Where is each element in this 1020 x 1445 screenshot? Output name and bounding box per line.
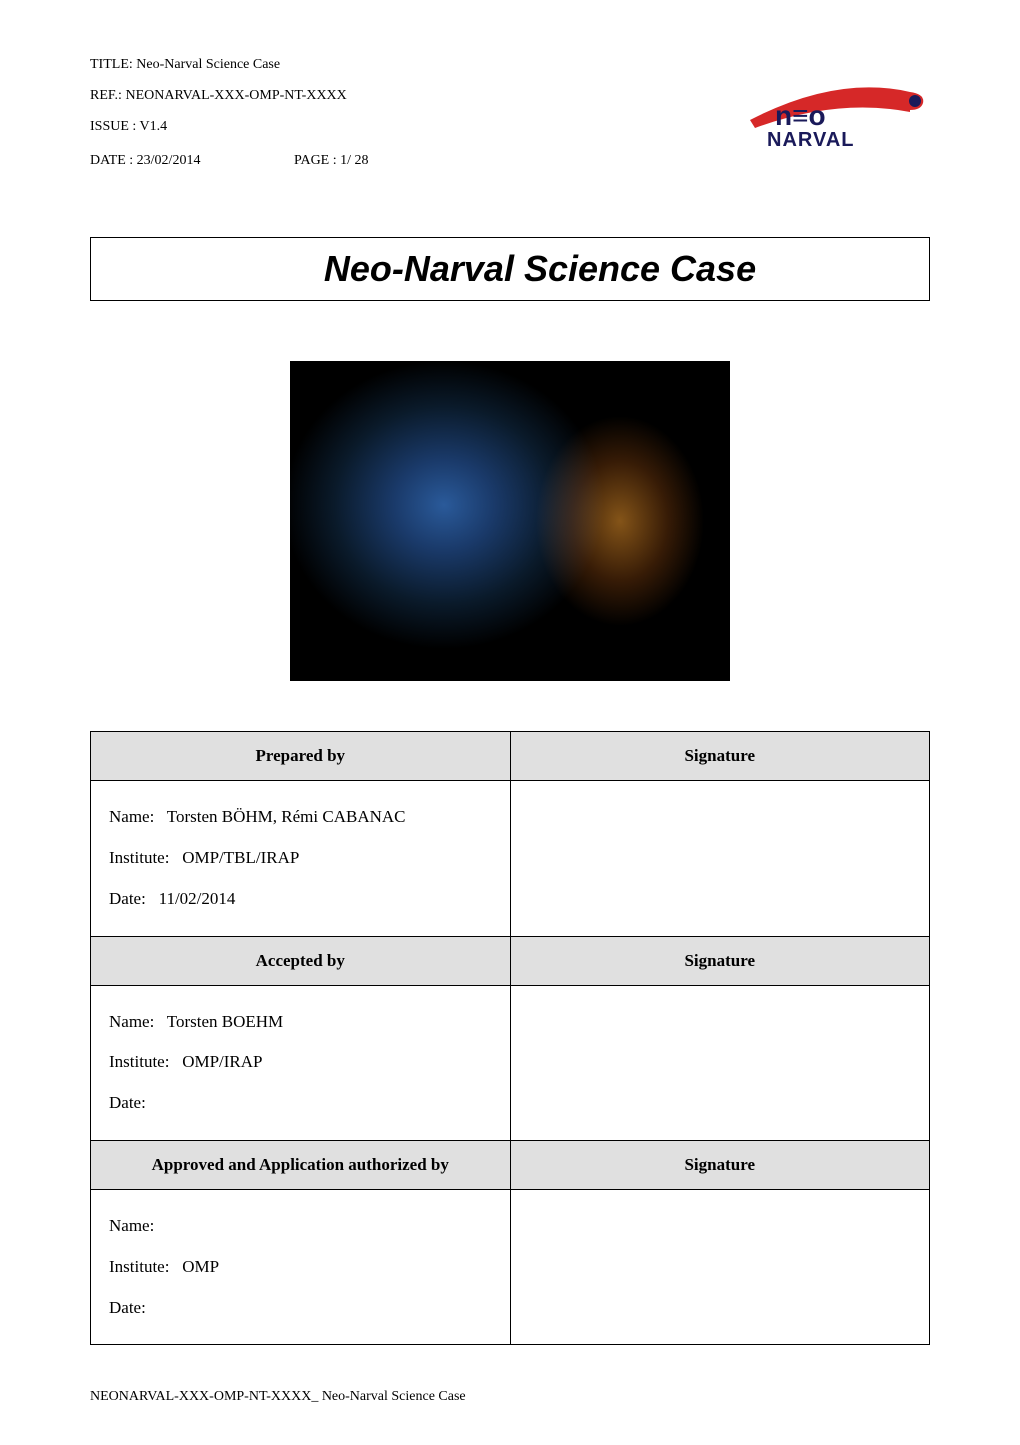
main-title: Neo-Narval Science Case	[181, 248, 899, 290]
accepted-by-info: Name: Torsten BOEHM Institute: OMP/IRAP …	[91, 985, 511, 1140]
institute-label: Institute:	[109, 1052, 169, 1071]
signature-cell	[510, 985, 930, 1140]
title-label: TITLE:	[90, 57, 133, 72]
issue-label: ISSUE :	[90, 119, 136, 134]
name-label: Name:	[109, 1012, 154, 1031]
name-label: Name:	[109, 1216, 154, 1235]
date-value: 23/02/2014	[137, 153, 201, 168]
approved-by-header: Approved and Application authorized by	[91, 1140, 511, 1189]
name-value: Torsten BÖHM, Rémi CABANAC	[167, 807, 406, 826]
name-line: Name:	[109, 1206, 492, 1247]
table-row: Name: Torsten BÖHM, Rémi CABANAC Institu…	[91, 781, 930, 936]
signature-header: Signature	[510, 936, 930, 985]
name-label: Name:	[109, 807, 154, 826]
date-value: 11/02/2014	[159, 889, 236, 908]
table-row: Name: Torsten BOEHM Institute: OMP/IRAP …	[91, 985, 930, 1140]
signature-header: Signature	[510, 1140, 930, 1189]
neo-narval-logo: n≡o NARVAL	[745, 70, 930, 150]
name-line: Name: Torsten BOEHM	[109, 1002, 492, 1043]
table-row: Approved and Application authorized by S…	[91, 1140, 930, 1189]
page-value: 1/ 28	[340, 153, 368, 168]
issue-value: V1.4	[140, 119, 168, 134]
institute-line: Institute: OMP	[109, 1247, 492, 1288]
institute-label: Institute:	[109, 1257, 169, 1276]
signature-cell	[510, 1189, 930, 1344]
institute-label: Institute:	[109, 848, 169, 867]
date-line: Date: 11/02/2014	[109, 879, 492, 920]
date-line: Date:	[109, 1083, 492, 1124]
page-label: PAGE :	[294, 153, 337, 168]
name-value: Torsten BOEHM	[167, 1012, 283, 1031]
ref-value: NEONARVAL-XXX-OMP-NT-XXXX	[125, 88, 346, 103]
prepared-by-info: Name: Torsten BÖHM, Rémi CABANAC Institu…	[91, 781, 511, 936]
date-label: Date:	[109, 889, 146, 908]
main-title-box: Neo-Narval Science Case	[90, 237, 930, 301]
signature-header: Signature	[510, 732, 930, 781]
hero-image-planet	[290, 361, 730, 681]
table-row: Prepared by Signature	[91, 732, 930, 781]
institute-value: OMP	[182, 1257, 219, 1276]
logo-text-top: n≡o	[775, 100, 826, 131]
logo-dot-large	[909, 95, 921, 107]
page-footer: NEONARVAL-XXX-OMP-NT-XXXX_ Neo-Narval Sc…	[90, 1389, 466, 1405]
title-value: Neo-Narval Science Case	[136, 57, 280, 72]
institute-line: Institute: OMP/IRAP	[109, 1042, 492, 1083]
date-label: Date:	[109, 1298, 146, 1317]
ref-label: REF.:	[90, 88, 122, 103]
header-date-page-row: DATE : 23/02/2014 PAGE : 1/ 28	[90, 146, 930, 177]
logo-text-bottom: NARVAL	[767, 129, 854, 150]
name-line: Name: Torsten BÖHM, Rémi CABANAC	[109, 797, 492, 838]
table-row: Name: Institute: OMP Date:	[91, 1189, 930, 1344]
institute-line: Institute: OMP/TBL/IRAP	[109, 838, 492, 879]
date-line: Date:	[109, 1288, 492, 1329]
approved-by-info: Name: Institute: OMP Date:	[91, 1189, 511, 1344]
logo-dot-small	[899, 97, 907, 105]
signature-cell	[510, 781, 930, 936]
date-label: Date:	[109, 1093, 146, 1112]
prepared-by-header: Prepared by	[91, 732, 511, 781]
approval-table: Prepared by Signature Name: Torsten BÖHM…	[90, 731, 930, 1345]
date-label: DATE :	[90, 153, 133, 168]
accepted-by-header: Accepted by	[91, 936, 511, 985]
table-row: Accepted by Signature	[91, 936, 930, 985]
document-header: TITLE: Neo-Narval Science Case REF.: NEO…	[90, 50, 930, 177]
institute-value: OMP/TBL/IRAP	[182, 848, 299, 867]
institute-value: OMP/IRAP	[182, 1052, 262, 1071]
